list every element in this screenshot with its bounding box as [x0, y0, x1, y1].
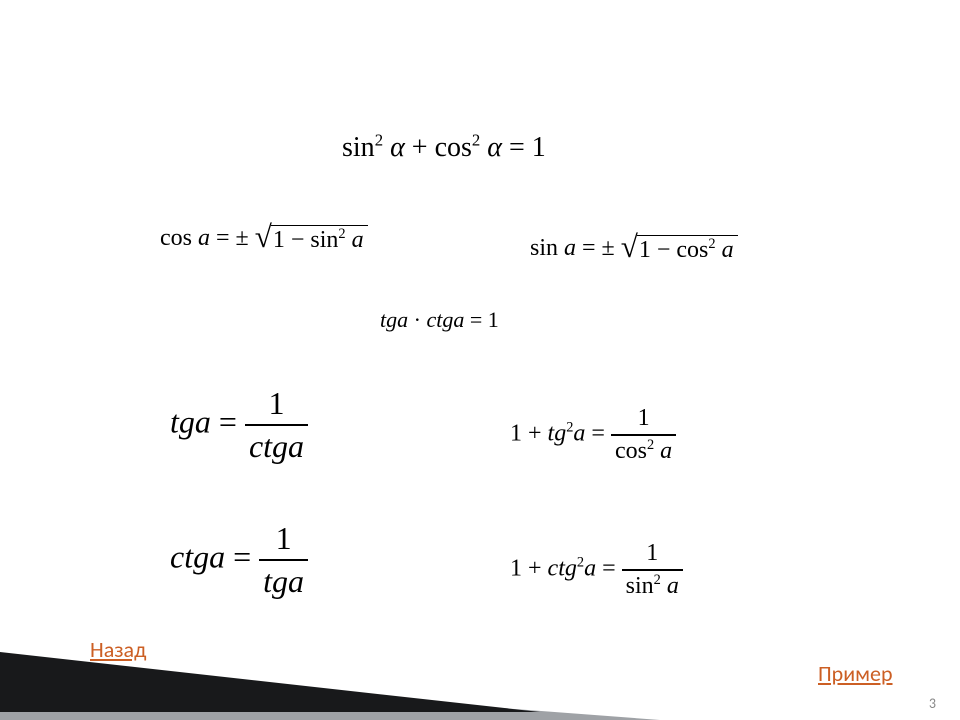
nav-back-link[interactable]: Назад — [90, 636, 146, 663]
page-number: 3 — [929, 695, 936, 712]
formula-sin-from-cos: sin a = ± √1 − cos2 a — [530, 235, 738, 264]
formula-tg-ctg-product: tga · ctga = 1 — [380, 307, 499, 333]
formula-one-plus-tg2: 1 + tg2a = 1cos2 a — [510, 405, 676, 465]
formula-pythagorean: sin2 α + cos2 α = 1 — [342, 132, 546, 164]
nav-example-link[interactable]: Пример — [818, 660, 893, 687]
formula-one-plus-ctg2: 1 + ctg2a = 1sin2 a — [510, 540, 683, 600]
formula-ctg-def: ctga = 1tga — [170, 520, 308, 600]
formula-tg-def: tga = 1ctga — [170, 385, 308, 465]
decor-wedge-dark — [0, 652, 540, 712]
formula-cos-from-sin: cos a = ± √1 − sin2 a — [160, 225, 368, 254]
